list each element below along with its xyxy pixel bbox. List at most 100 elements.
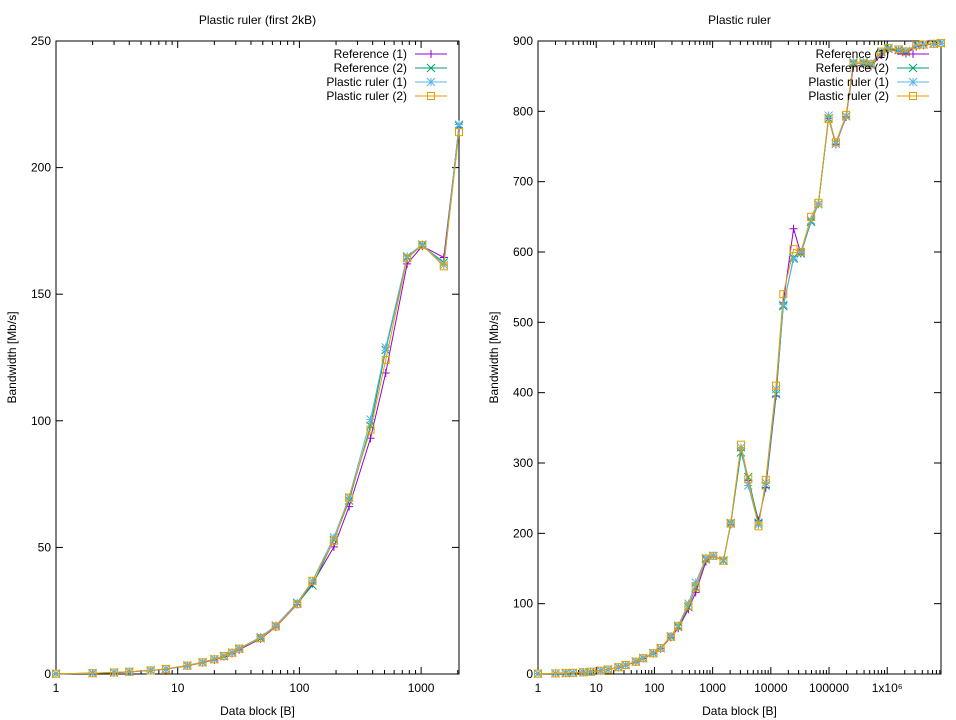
series-line [537,42,942,675]
data-point [219,652,228,661]
legend-label: Reference (2) [334,61,407,75]
data-point [736,440,745,449]
data-point [824,115,833,124]
data-point [198,658,207,667]
data-point [831,138,840,147]
data-point [772,381,781,390]
data-point [743,481,753,490]
chart-panel-1: Plastic ruler (first 2kB) Data block [B] B… [5,13,464,718]
data-point [621,660,630,669]
data-point [271,622,280,631]
data-point [656,643,665,652]
chart-title: Plastic ruler (first 2kB) [199,13,316,27]
data-point [726,519,735,528]
x-axis-label: Data block [B] [220,704,295,718]
legend-label: Plastic ruler (2) [808,89,889,103]
y-tick-label: 0 [526,667,533,681]
data-point [691,578,701,587]
data-point [256,632,265,642]
x-tick-label: 10000 [754,681,788,695]
data-point [235,644,244,653]
x-tick-label: 10 [171,681,185,695]
legend-marker [908,63,918,73]
data-point [814,198,823,207]
legend-marker [909,92,917,100]
data-point [381,356,390,365]
data-point [604,665,613,674]
data-point [709,551,718,560]
data-point [901,46,911,56]
data-point [308,576,317,585]
legend-marker [426,63,436,73]
data-point [403,259,412,268]
data-point [866,60,875,69]
y-tick-label: 300 [513,456,533,470]
data-point [691,582,700,591]
y-tick-label: 150 [31,287,51,301]
y-tick-label: 0 [44,667,51,681]
data-point [796,248,805,256]
data-point [402,251,412,261]
data-point [256,634,265,643]
x-tick-label: 1 [53,681,60,695]
x-tick-label: 1000 [408,681,435,695]
data-point [701,553,711,563]
series-2 [51,121,464,679]
data-point [52,669,60,678]
data-point [183,661,192,670]
series-3 [533,38,946,679]
data-point [418,241,427,250]
series-line [55,125,460,675]
y-tick-label: 100 [513,597,533,611]
legend-marker [427,92,435,100]
series-1 [52,123,463,678]
data-point [849,59,858,68]
data-point [292,598,302,607]
y-axis-label: Bandwidth [Mb/s] [5,311,19,403]
legend-marker [909,50,917,58]
series-3 [51,120,464,679]
x-tick-label: 100 [289,681,309,695]
y-tick-label: 900 [513,34,533,48]
data-point [761,475,770,484]
data-point [366,415,375,424]
legend-label: Plastic ruler (2) [326,89,407,103]
y-axis-label: Bandwidth [Mb/s] [487,311,501,403]
data-point [789,224,798,233]
y-tick-label: 200 [31,161,51,175]
data-point [937,39,945,48]
y-tick-label: 200 [513,526,533,540]
data-point [744,475,753,484]
data-point [345,493,354,502]
x-tick-label: 10 [590,681,604,695]
data-point [308,581,317,590]
plot-frame [55,40,460,675]
data-point [161,664,170,673]
data-point [418,239,427,249]
series-line [55,124,460,675]
series-4 [534,39,945,678]
data-point [88,669,97,678]
data-point [551,669,560,678]
legend-label: Reference (2) [816,61,889,75]
x-tick-label: 1 [535,681,542,695]
legend-marker [427,50,435,58]
legend-label: Plastic ruler (1) [808,75,889,89]
legend: Reference (1)Reference (2)Plastic ruler … [808,47,929,103]
data-point [639,654,648,663]
data-point [649,649,658,658]
data-point [859,57,868,67]
y-tick-label: 800 [513,104,533,118]
x-axis-label: Data block [B] [702,704,777,718]
data-point [366,425,375,434]
data-point [534,669,542,678]
data-point [381,343,391,352]
series-line [55,132,460,675]
legend-label: Reference (1) [816,47,889,61]
y-tick-label: 100 [31,414,51,428]
data-point [778,300,788,310]
series-4 [52,128,463,678]
legend-marker [426,77,436,87]
legend: Reference (1)Reference (2)Plastic ruler … [326,47,447,103]
